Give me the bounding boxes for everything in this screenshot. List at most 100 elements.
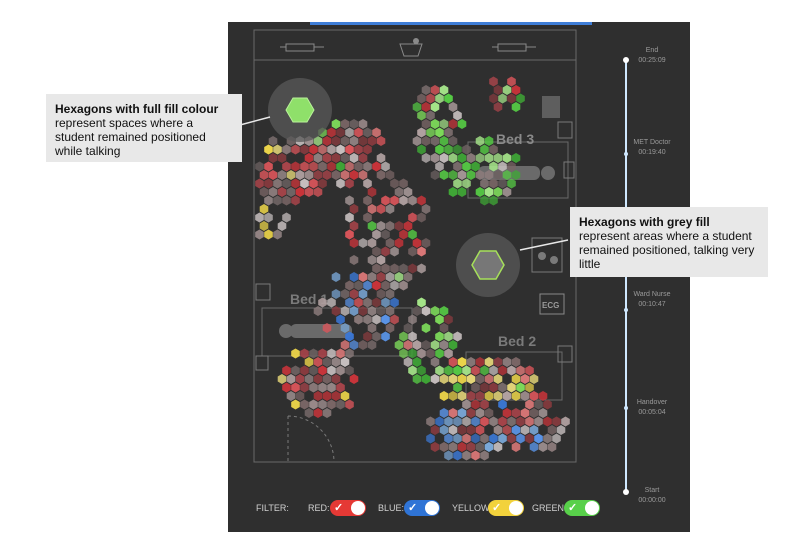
hexagon-cell	[511, 391, 521, 401]
hexagon-cell	[462, 161, 471, 172]
hexagon-cell	[354, 144, 363, 155]
hexagon-cell	[300, 365, 309, 376]
hexagon-cell	[475, 357, 485, 367]
hexagon-cell	[349, 153, 359, 163]
hexagon-cell	[345, 127, 354, 138]
hexagon-cell	[376, 221, 386, 231]
hexagon-cell	[264, 161, 273, 172]
toggle-knob	[425, 501, 439, 515]
hexagon-cell	[372, 161, 381, 172]
hexagon-cell	[349, 340, 359, 350]
hexagon-cell	[372, 229, 381, 240]
hexagon-cell	[349, 119, 359, 129]
timeline-marker-start[interactable]	[623, 489, 629, 495]
timeline-marker-handover[interactable]	[624, 406, 628, 410]
hexagon-cell	[327, 161, 336, 172]
hexagon-cell	[282, 212, 291, 223]
hexagon-cell	[412, 374, 422, 384]
hexagon-cell	[475, 374, 485, 384]
timeline-marker-ward[interactable]	[624, 308, 628, 312]
hexagon-cell	[408, 263, 417, 274]
hexagon-cell	[399, 280, 408, 291]
hexagon-cell	[484, 136, 494, 146]
filter-blue-label: BLUE:	[378, 503, 405, 513]
hexagon-cell	[336, 399, 345, 410]
hexagon-cell	[511, 102, 521, 112]
hexagon-cell	[295, 391, 305, 401]
hexagon-cell	[507, 93, 516, 104]
hexagon-cell	[475, 170, 485, 180]
hexagon-cell	[480, 399, 489, 410]
hexagon-cell	[381, 297, 390, 308]
hexagon-cell	[358, 340, 368, 350]
hexagon-cell	[426, 416, 435, 427]
hexagon-cell	[480, 382, 489, 393]
hexagon-cell	[543, 416, 552, 427]
hexagon-cell	[489, 433, 498, 444]
hexagon-cell	[309, 399, 318, 410]
hexagon-cell	[408, 314, 417, 325]
hexagon-cell	[430, 170, 440, 180]
hexagon-cell	[475, 153, 485, 163]
hexagon-cell	[277, 374, 287, 384]
hexagon-cell	[349, 221, 359, 231]
hexagon-cell	[534, 399, 543, 410]
filter-red-toggle[interactable]: ✓	[330, 500, 366, 516]
hexagon-cell	[516, 382, 525, 393]
hexagon-cell	[444, 93, 453, 104]
hexagon-cell	[313, 187, 323, 197]
hexagon-cell	[430, 357, 440, 367]
hexagon-cell	[489, 195, 498, 206]
hexagon-cell	[390, 195, 399, 206]
hexagon-cell	[435, 365, 444, 376]
hexagon-cell	[255, 178, 264, 189]
hexagon-cell	[484, 374, 494, 384]
hexagon-cell	[412, 102, 422, 112]
hexagon-cell	[466, 170, 476, 180]
hexagon-cell	[349, 170, 359, 180]
leader-line-grey	[519, 239, 569, 251]
hexagon-cell	[408, 246, 417, 257]
hexagon-cell	[430, 136, 440, 146]
hexagon-cell	[349, 289, 359, 299]
hexagon-cell	[453, 178, 462, 189]
hexagon-cell	[439, 340, 449, 350]
hexagon-cell	[313, 136, 323, 146]
hexagon-cell	[439, 119, 449, 129]
timeline-marker-end[interactable]	[623, 57, 629, 63]
hexagon-cell	[345, 297, 354, 308]
hexagon-cell	[327, 348, 336, 359]
hexagon-cell	[318, 144, 327, 155]
hexagon-cell	[385, 204, 395, 214]
hexagon-cell	[399, 178, 408, 189]
hexagon-cell	[489, 416, 498, 427]
filter-green-toggle[interactable]: ✓	[564, 500, 600, 516]
hexagon-cell	[358, 153, 368, 163]
hexagon-cell	[484, 391, 494, 401]
hexagon-cell	[354, 127, 363, 138]
hexagon-cell	[291, 365, 300, 376]
hexagon-cell	[268, 170, 278, 180]
hexagon-cell	[439, 408, 449, 418]
hexagon-cell	[381, 195, 390, 206]
hexagon-cell	[417, 110, 426, 121]
hexagon-cell	[313, 153, 323, 163]
hexagon-cell	[448, 391, 458, 401]
hexagon-cell	[511, 374, 521, 384]
hexagon-cell	[457, 374, 467, 384]
hexagon-cell	[336, 127, 345, 138]
hexagon-cell	[498, 416, 507, 427]
hexagon-cell	[426, 93, 435, 104]
timeline-marker-met[interactable]	[624, 152, 628, 156]
hexagon-cell	[448, 102, 458, 112]
filter-red-label: RED:	[308, 503, 330, 513]
filter-blue-toggle[interactable]: ✓	[404, 500, 440, 516]
hexagon-cell	[453, 144, 462, 155]
hexagon-cell	[300, 348, 309, 359]
hexagon-cell	[502, 408, 512, 418]
hexagon-cell	[430, 340, 440, 350]
hexagon-cell	[507, 161, 516, 172]
filter-yellow-toggle[interactable]: ✓	[488, 500, 524, 516]
hexagon-cell	[354, 161, 363, 172]
hexagon-cell	[259, 221, 269, 231]
